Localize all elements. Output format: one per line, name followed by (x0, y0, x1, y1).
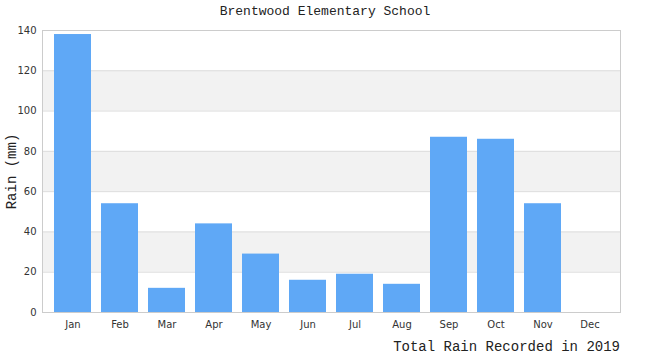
svg-text:140: 140 (17, 25, 36, 36)
svg-text:60: 60 (24, 186, 37, 197)
svg-text:Apr: Apr (205, 319, 223, 330)
svg-text:Mar: Mar (158, 319, 178, 330)
svg-text:May: May (251, 319, 272, 330)
html-text:Total Rain Recorded in 2019: Total Rain Recorded in 2019 (393, 339, 620, 355)
svg-text:100: 100 (17, 105, 36, 116)
svg-text:Rain (mm): Rain (mm) (4, 134, 20, 210)
svg-text:Dec: Dec (580, 319, 599, 330)
svg-text:20: 20 (24, 266, 37, 277)
svg-text:Aug: Aug (392, 319, 412, 330)
svg-text:120: 120 (17, 65, 36, 76)
svg-text:80: 80 (24, 146, 37, 157)
svg-text:Jun: Jun (299, 319, 316, 330)
svg-text:Jul: Jul (348, 319, 361, 330)
svg-text:Sep: Sep (440, 319, 459, 330)
svg-text:Oct: Oct (487, 319, 504, 330)
svg-text:40: 40 (24, 226, 37, 237)
svg-text:Feb: Feb (111, 319, 129, 330)
html-text:Brentwood Elementary School: Brentwood Elementary School (219, 4, 431, 19)
svg-text:Jan: Jan (64, 319, 80, 330)
svg-text:Nov: Nov (533, 319, 553, 330)
svg-text:0: 0 (30, 307, 36, 318)
